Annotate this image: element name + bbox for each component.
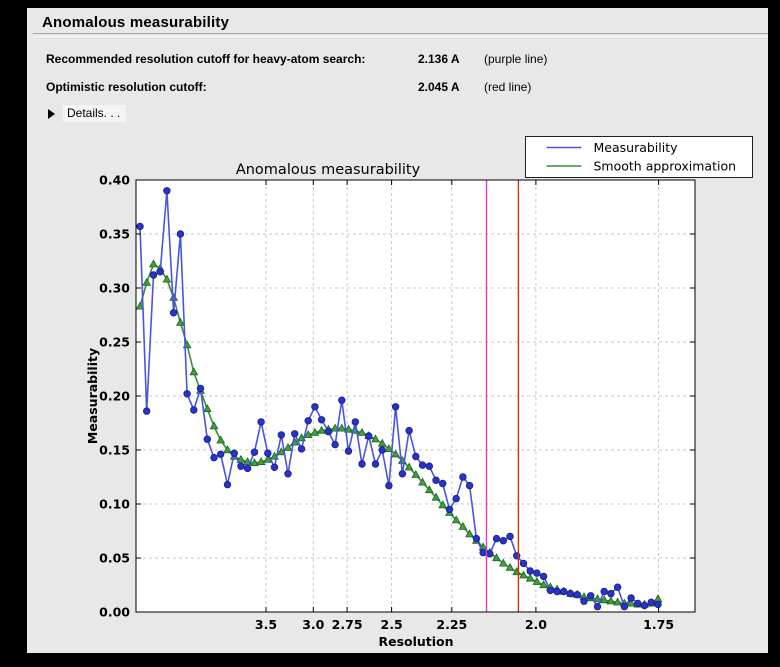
section-divider	[33, 33, 768, 37]
optimistic-cutoff-label: Optimistic resolution cutoff:	[46, 80, 207, 94]
details-label: Details. . .	[63, 105, 127, 123]
recommended-cutoff-value: 2.136 A	[418, 52, 460, 66]
recommended-cutoff-note: (purple line)	[484, 52, 548, 66]
recommended-cutoff-label: Recommended resolution cutoff for heavy-…	[46, 52, 366, 66]
optimistic-cutoff-note: (red line)	[484, 80, 532, 94]
optimistic-cutoff-value: 2.045 A	[418, 80, 460, 94]
anomalous-measurability-panel: Anomalous measurability Recommended reso…	[27, 8, 768, 653]
details-disclosure[interactable]: Details. . .	[48, 105, 127, 123]
disclosure-triangle-icon	[48, 108, 55, 119]
page-title: Anomalous measurability	[42, 14, 230, 31]
